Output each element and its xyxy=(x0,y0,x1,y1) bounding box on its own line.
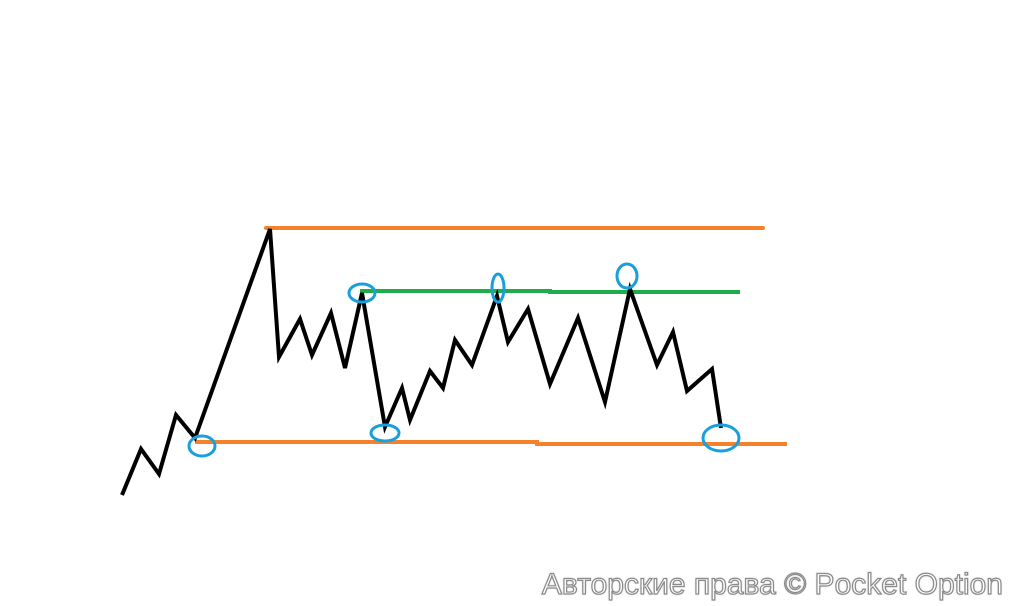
touch-marker xyxy=(701,423,741,453)
touch-marker xyxy=(187,434,217,458)
price-line xyxy=(120,228,723,496)
touch-marker xyxy=(347,282,377,304)
mid-resistance-line xyxy=(360,289,740,294)
touch-marker xyxy=(369,423,401,443)
bottom-support-line xyxy=(195,440,787,446)
touch-marker xyxy=(490,272,506,304)
copyright-watermark: Авторские права © Pocket Option xyxy=(541,567,1003,601)
touch-marker xyxy=(615,262,639,290)
